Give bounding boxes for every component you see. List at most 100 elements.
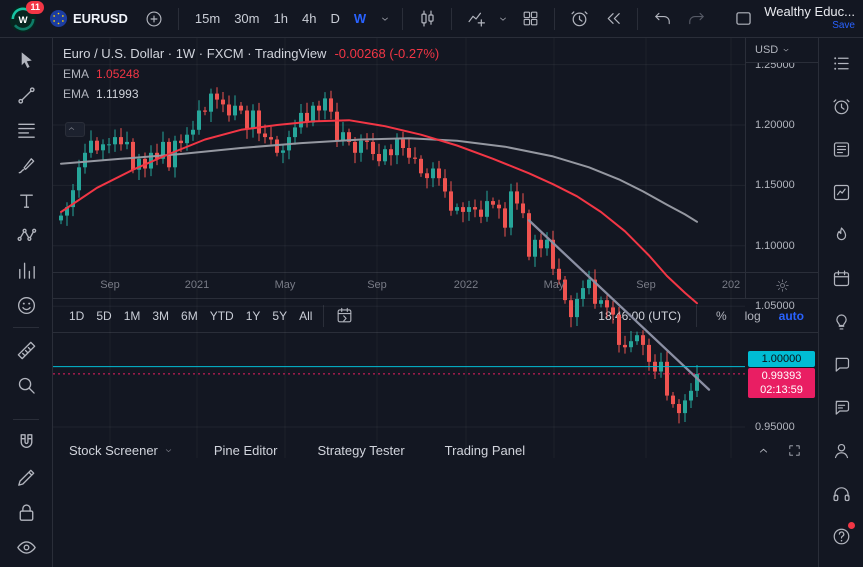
- notification-dot: [848, 522, 855, 529]
- calendar-button[interactable]: [826, 263, 856, 293]
- range-button-1Y[interactable]: 1Y: [245, 308, 261, 323]
- compare-add-symbol-button[interactable]: [139, 5, 169, 33]
- fib-icon: [15, 119, 38, 142]
- interval-button-1h[interactable]: 1h: [273, 11, 288, 26]
- interval-dropdown-button[interactable]: [377, 5, 393, 33]
- panel-tab-pine-editor[interactable]: Pine Editor: [214, 443, 278, 458]
- text-tool-button[interactable]: [7, 184, 45, 216]
- alert-button[interactable]: [564, 5, 594, 33]
- alerts-button[interactable]: [826, 91, 856, 121]
- range-button-5D[interactable]: 5D: [96, 308, 112, 323]
- interval-button-D[interactable]: D: [330, 11, 340, 26]
- bar-countdown: 02:13:59: [760, 383, 803, 396]
- chat-button[interactable]: [826, 349, 856, 379]
- magnet-icon: [15, 431, 38, 454]
- chart-settings-button[interactable]: [745, 273, 818, 298]
- candlestick-chart[interactable]: [53, 38, 745, 458]
- legend-collapse-button[interactable]: [65, 122, 85, 137]
- cursor-icon: [15, 49, 38, 72]
- panel-tab-strategy-tester[interactable]: Strategy Tester: [317, 443, 404, 458]
- log-scale-button[interactable]: log: [744, 308, 761, 323]
- bar-replay-button[interactable]: [598, 5, 628, 33]
- forecast-tool-button[interactable]: [7, 254, 45, 286]
- brush-tool-button[interactable]: [7, 149, 45, 181]
- indicator-row[interactable]: EMA 1.05248: [63, 67, 439, 81]
- range-button-3M[interactable]: 3M: [152, 308, 170, 323]
- help-button[interactable]: [826, 521, 856, 551]
- layout-name[interactable]: Wealthy Educ...: [764, 4, 855, 19]
- redo-button[interactable]: [681, 5, 711, 33]
- calendar-icon: [831, 268, 852, 289]
- chart-title[interactable]: Euro / U.S. Dollar · 1W · FXCM · Trading…: [63, 46, 327, 61]
- interval-button-W[interactable]: W: [353, 11, 367, 26]
- percent-scale-button[interactable]: %: [715, 308, 727, 323]
- maximize-icon: [787, 443, 802, 458]
- trend-line-tool-button[interactable]: [7, 79, 45, 111]
- range-button-1D[interactable]: 1D: [69, 308, 85, 323]
- measure-tool-button[interactable]: [7, 334, 45, 366]
- range-button-5Y[interactable]: 5Y: [272, 308, 288, 323]
- range-button-YTD[interactable]: YTD: [209, 308, 234, 323]
- interval-button-4h[interactable]: 4h: [301, 11, 317, 26]
- calendar-arrow-icon: [335, 306, 354, 325]
- price-axis[interactable]: USD 1.25000 1.20000 1.15000 1.10000 1.05000 0…: [745, 38, 818, 433]
- indicators-dropdown-button[interactable]: [495, 5, 511, 33]
- last-price-label: 0.99393 02:13:59: [748, 367, 815, 398]
- user-menu-button[interactable]: W 11: [8, 0, 44, 34]
- hide-drawings-tool-button[interactable]: [7, 531, 45, 563]
- panel-bar-right: [756, 443, 802, 458]
- select-layout-button[interactable]: [728, 5, 758, 33]
- support-button[interactable]: [826, 478, 856, 508]
- auto-scale-button[interactable]: auto: [778, 308, 804, 323]
- draw-tool-button[interactable]: [7, 461, 45, 493]
- chevron-up-icon: [756, 443, 771, 458]
- chevron-down-icon: [781, 45, 791, 55]
- save-layout-button[interactable]: Save: [832, 19, 855, 31]
- lock-drawings-tool-button[interactable]: [7, 496, 45, 528]
- indicator-label: EMA: [63, 67, 90, 81]
- currency-selector[interactable]: USD: [746, 38, 818, 63]
- interval-button-30m[interactable]: 30m: [234, 11, 260, 26]
- pattern-tool-button[interactable]: [7, 219, 45, 251]
- emoji-tool-button[interactable]: [7, 289, 45, 321]
- watchlist-button[interactable]: [826, 48, 856, 78]
- right-sidebar: [818, 38, 863, 567]
- streams-button[interactable]: [826, 435, 856, 465]
- hotlists-button[interactable]: [826, 220, 856, 250]
- interval-group: 15m 30m 1h 4h D W: [188, 7, 373, 30]
- data-window-button[interactable]: [826, 177, 856, 207]
- ideas-button[interactable]: [826, 306, 856, 336]
- range-button-1M[interactable]: 1M: [123, 308, 141, 323]
- undo-button[interactable]: [647, 5, 677, 33]
- level-price-label: 1.00000: [748, 350, 815, 367]
- magnet-tool-button[interactable]: [7, 426, 45, 458]
- private-chat-button[interactable]: [826, 392, 856, 422]
- time-axis[interactable]: Sep 2021 May Sep 2022 May Sep 202: [53, 273, 745, 298]
- ruler-icon: [15, 339, 38, 362]
- indicator-row[interactable]: EMA 1.11993: [63, 87, 439, 101]
- chevron-down-icon: [163, 445, 174, 456]
- chart-plot[interactable]: Euro / U.S. Dollar · 1W · FXCM · Trading…: [53, 38, 745, 458]
- news-button[interactable]: [826, 134, 856, 164]
- layout-grid-button[interactable]: [515, 5, 545, 33]
- bottom-panel-bar: Stock Screener Pine Editor Strategy Tester…: [53, 332, 818, 567]
- interval-button-15m[interactable]: 15m: [194, 11, 221, 26]
- panel-open-button[interactable]: [756, 443, 771, 458]
- cursor-tool-button[interactable]: [7, 44, 45, 76]
- zoom-tool-button[interactable]: [7, 369, 45, 401]
- top-toolbar: W 11 EURUSD 15m 30m 1h 4h D W Wealthy Educ: [0, 0, 863, 38]
- price-tick-label: 0.95000: [755, 421, 795, 433]
- toolbar-divider: [177, 7, 179, 30]
- panel-tab-label: Pine Editor: [213, 442, 278, 458]
- range-button-6M[interactable]: 6M: [181, 308, 198, 323]
- chart-style-button[interactable]: [412, 5, 442, 33]
- panel-tab-trading-panel[interactable]: Trading Panel: [445, 443, 525, 458]
- go-to-date-button[interactable]: [329, 302, 359, 330]
- panel-tab-stock-screener[interactable]: Stock Screener: [69, 443, 174, 458]
- range-button-All[interactable]: All: [299, 308, 313, 323]
- indicators-button[interactable]: [461, 5, 491, 33]
- undo-arrow-icon: [653, 9, 672, 28]
- fullscreen-button[interactable]: [787, 443, 802, 458]
- fib-retracement-tool-button[interactable]: [7, 114, 45, 146]
- symbol-search-button[interactable]: EURUSD: [42, 5, 135, 32]
